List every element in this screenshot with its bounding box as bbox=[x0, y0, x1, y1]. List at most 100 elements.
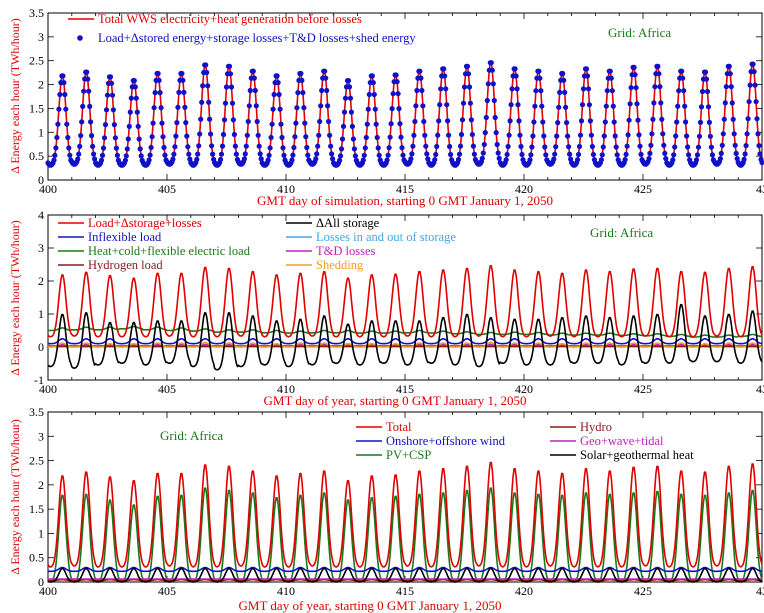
y-tick-label: 4 bbox=[38, 208, 44, 222]
legend-label: Total bbox=[386, 420, 412, 434]
data-point bbox=[503, 157, 509, 163]
y-tick-label: 3.5 bbox=[29, 6, 44, 20]
data-point bbox=[108, 80, 115, 86]
data-point bbox=[304, 144, 310, 151]
data-point bbox=[109, 92, 116, 98]
data-point bbox=[603, 103, 609, 109]
data-point bbox=[410, 143, 416, 149]
data-point bbox=[494, 141, 500, 148]
legend-label: Geo+wave+tidal bbox=[580, 434, 664, 448]
data-point bbox=[650, 116, 656, 122]
data-point bbox=[52, 152, 58, 158]
data-point bbox=[482, 130, 488, 136]
data-point bbox=[122, 157, 128, 163]
data-point bbox=[625, 132, 631, 138]
data-point bbox=[647, 150, 653, 156]
data-point bbox=[62, 91, 68, 98]
data-point bbox=[661, 142, 667, 148]
data-point bbox=[60, 73, 66, 79]
data-point bbox=[488, 60, 494, 66]
data-point bbox=[694, 152, 701, 158]
data-point bbox=[132, 84, 138, 90]
data-point bbox=[205, 83, 211, 89]
y-tick-label: 2 bbox=[38, 274, 44, 288]
data-point bbox=[445, 118, 451, 124]
data-point bbox=[557, 89, 563, 95]
data-point bbox=[704, 88, 711, 95]
data-point bbox=[460, 100, 467, 106]
data-point bbox=[233, 151, 239, 157]
data-point bbox=[470, 143, 476, 149]
data-point bbox=[747, 82, 753, 88]
legend-label: Hydro bbox=[580, 420, 612, 434]
data-point bbox=[65, 134, 71, 141]
data-point bbox=[466, 84, 473, 90]
data-point bbox=[457, 143, 464, 149]
data-point bbox=[539, 103, 545, 109]
data-point bbox=[135, 123, 141, 129]
data-point bbox=[672, 144, 678, 150]
data-point bbox=[459, 117, 466, 123]
data-point bbox=[671, 152, 677, 158]
data-point bbox=[102, 122, 109, 128]
data-point bbox=[720, 131, 726, 137]
legend: Total WWS electricity+heat generation be… bbox=[68, 12, 416, 45]
data-point bbox=[295, 90, 301, 96]
data-point bbox=[90, 143, 96, 149]
data-point bbox=[252, 87, 258, 94]
data-point bbox=[181, 89, 187, 95]
x-tick-label: 405 bbox=[158, 584, 176, 598]
data-point bbox=[623, 151, 629, 157]
data-point bbox=[161, 144, 167, 151]
data-point bbox=[349, 123, 355, 129]
legend-swatch bbox=[77, 35, 83, 41]
data-point bbox=[364, 121, 370, 127]
data-point bbox=[387, 134, 393, 140]
data-point bbox=[663, 156, 669, 162]
data-point bbox=[226, 63, 233, 69]
data-point bbox=[77, 143, 83, 149]
data-point bbox=[419, 87, 425, 94]
data-point bbox=[231, 131, 237, 138]
data-point bbox=[99, 152, 106, 158]
y-tick-label: 2 bbox=[38, 478, 44, 492]
data-point bbox=[648, 142, 654, 148]
data-point bbox=[300, 90, 306, 96]
data-point bbox=[589, 143, 596, 150]
data-point bbox=[185, 144, 191, 150]
data-point bbox=[608, 75, 614, 81]
data-point bbox=[755, 131, 761, 137]
data-point bbox=[64, 121, 70, 127]
data-point bbox=[88, 119, 94, 125]
data-point bbox=[602, 119, 608, 125]
data-point bbox=[316, 132, 322, 138]
data-point bbox=[89, 133, 95, 139]
data-point bbox=[732, 142, 738, 148]
data-point bbox=[422, 132, 428, 138]
data-point bbox=[464, 63, 471, 69]
data-point bbox=[244, 132, 250, 138]
data-point bbox=[51, 157, 57, 163]
data-point bbox=[485, 81, 491, 87]
data-point bbox=[411, 132, 417, 138]
data-point bbox=[399, 145, 405, 151]
series-load-stored-energy-storage-losses-t-d-losses-shed-energy bbox=[45, 60, 764, 168]
data-point bbox=[254, 118, 260, 125]
data-point bbox=[543, 152, 549, 158]
data-point bbox=[362, 145, 368, 151]
legend: Total Hydro Onshore+offshore wind Geo+wave+… bbox=[356, 420, 694, 462]
series-layer bbox=[45, 60, 764, 168]
data-point bbox=[220, 131, 227, 138]
y-tick-label: 2.5 bbox=[29, 454, 44, 468]
y-tick-label: 0.5 bbox=[29, 149, 44, 163]
data-point bbox=[432, 157, 438, 163]
data-point bbox=[350, 136, 356, 142]
legend-label: Shedding bbox=[316, 258, 364, 272]
data-point bbox=[134, 109, 140, 115]
data-point bbox=[657, 84, 663, 90]
data-point bbox=[742, 151, 748, 157]
data-point bbox=[208, 131, 214, 137]
data-point bbox=[53, 145, 59, 151]
data-point bbox=[670, 157, 676, 163]
data-point bbox=[674, 119, 680, 125]
